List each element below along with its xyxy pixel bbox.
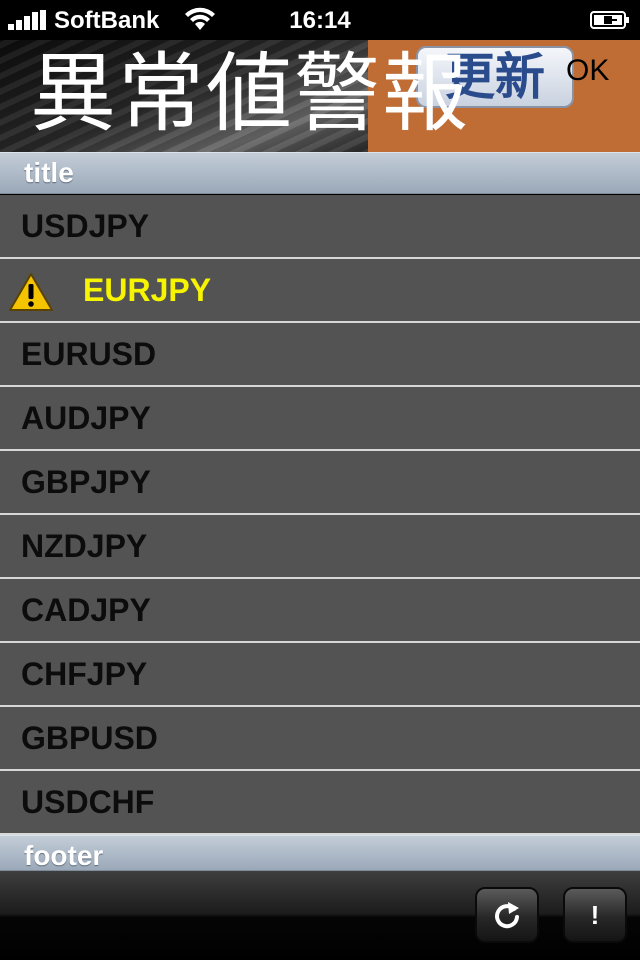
list-item-label: CHFJPY [21,656,148,692]
bottom-toolbar: ! [0,871,640,960]
status-bar: SoftBank 16:14 [0,0,640,40]
list-item-nzdjpy[interactable]: NZDJPY [0,515,640,579]
list-item-label: NZDJPY [21,528,148,564]
list-item-eurjpy[interactable]: EURJPY [0,259,640,323]
currency-pair-list: USDJPY EURJPY EURUSD AUDJPY GBPJPY NZDJP… [0,195,640,835]
list-item-label: CADJPY [21,592,151,628]
list-item-label: EURJPY [83,272,212,308]
status-time: 16:14 [289,7,351,34]
carrier-name: SoftBank [54,7,160,34]
list-item-usdjpy[interactable]: USDJPY [0,195,640,259]
section-header-label: title [24,157,74,188]
app-header: 更新 OK 異常値警報 [0,40,640,152]
section-footer: footer [0,835,640,871]
section-footer-label: footer [24,840,104,871]
list-item-audjpy[interactable]: AUDJPY [0,387,640,451]
signal-strength-icon [8,10,48,30]
list-item-label: GBPJPY [21,464,151,500]
info-button[interactable]: ! [563,887,627,943]
list-item-label: GBPUSD [21,720,158,756]
update-button[interactable]: 更新 [416,46,574,108]
list-item-label: USDJPY [21,208,150,244]
list-item-label: EURUSD [21,336,157,372]
page-title: 異常値警報 [30,44,470,144]
list-item-gbpjpy[interactable]: GBPJPY [0,451,640,515]
warning-icon [9,273,53,311]
list-item-label: AUDJPY [21,400,151,436]
battery-charging-icon [590,11,629,29]
ok-button[interactable]: OK [566,54,610,87]
section-header: title [0,152,640,194]
list-item-eurusd[interactable]: EURUSD [0,323,640,387]
list-item-chfjpy[interactable]: CHFJPY [0,643,640,707]
list-item-label: USDCHF [21,784,155,820]
list-item-cadjpy[interactable]: CADJPY [0,579,640,643]
wifi-icon [185,7,215,30]
list-item-gbpusd[interactable]: GBPUSD [0,707,640,771]
refresh-icon [495,902,519,929]
list-item-usdchf[interactable]: USDCHF [0,771,640,835]
refresh-button[interactable] [475,887,539,943]
